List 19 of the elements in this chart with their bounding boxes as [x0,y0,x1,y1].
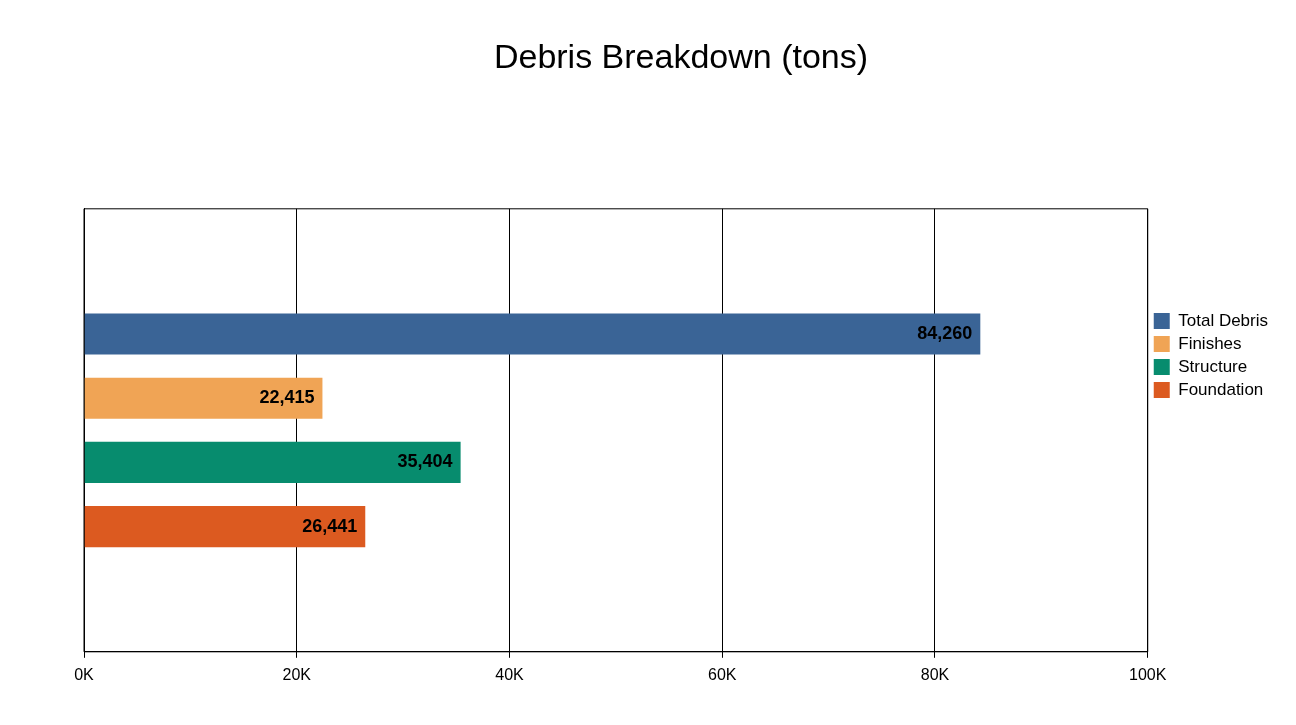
x-tick-label: 80K [920,665,950,683]
x-tick-label: 0K [74,665,95,683]
x-tick-label: 60K [708,665,737,683]
chart-title: Debris Breakdown (tons) [493,36,869,75]
bar [84,441,461,483]
legend-label: Structure [1178,356,1248,376]
data-label: 22,415 [259,387,315,408]
bar [84,506,366,548]
x-tick-label: 100K [1129,665,1167,683]
legend-label: Foundation [1178,379,1264,399]
bar [84,313,981,355]
bar [84,377,323,419]
data-label: 26,441 [302,515,358,536]
legend-label: Total Debris [1178,310,1269,330]
x-tick-label: 20K [282,665,312,683]
x-tick-label: 40K [495,665,525,683]
data-label: 35,404 [397,451,453,472]
data-label: 84,260 [917,322,973,343]
legend-label: Finishes [1178,333,1242,353]
